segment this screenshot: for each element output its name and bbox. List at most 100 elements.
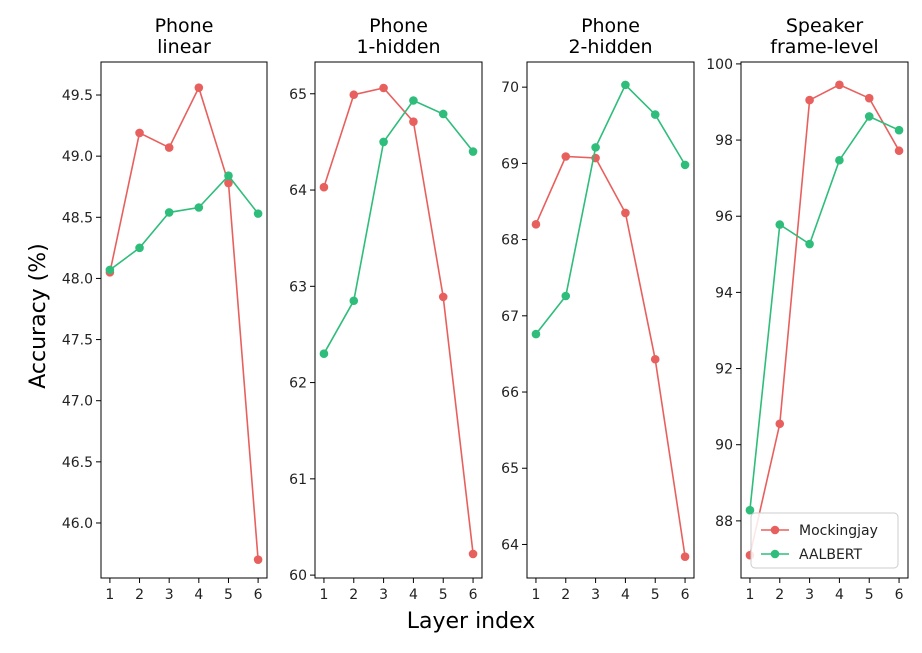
subplot-title: Phone	[369, 15, 428, 37]
y-tick-label: 94	[715, 285, 733, 301]
x-tick-label: 3	[805, 587, 814, 603]
subplot-title: 1-hidden	[356, 36, 440, 58]
data-point-aalbert	[105, 265, 115, 275]
x-tick-label: 2	[349, 587, 358, 603]
series-line-mockingjay	[749, 83, 900, 556]
data-point-mockingjay	[438, 292, 448, 302]
data-point-mockingjay	[468, 549, 478, 559]
data-point-mockingjay	[894, 146, 904, 156]
data-point-aalbert	[409, 96, 418, 105]
data-point-aalbert	[135, 243, 144, 253]
data-point-mockingjay	[224, 178, 233, 188]
y-tick-label: 67	[501, 309, 519, 325]
x-tick-label: 4	[409, 587, 418, 603]
x-tick-label: 2	[775, 587, 784, 603]
subplot-title: Speaker	[786, 15, 863, 37]
data-point-mockingjay	[650, 354, 660, 364]
y-tick-label: 92	[715, 362, 733, 378]
y-tick-label: 98	[715, 133, 733, 149]
y-tick-label: 47.5	[62, 333, 93, 349]
y-tick-label: 62	[289, 376, 307, 392]
subplots: Phonelinear46.046.547.047.548.048.549.04…	[62, 15, 909, 603]
data-point-aalbert	[864, 112, 874, 121]
x-tick-label: 6	[254, 587, 263, 603]
y-tick-label: 63	[289, 279, 307, 295]
y-tick-label: 46.5	[62, 455, 93, 471]
x-tick-label: 5	[651, 587, 660, 603]
series-line-mockingjay	[109, 85, 259, 560]
data-point-aalbert	[775, 220, 785, 229]
data-point-mockingjay	[319, 182, 329, 192]
plot-frame	[314, 61, 483, 579]
data-point-mockingjay	[805, 95, 814, 105]
data-point-aalbert	[224, 171, 233, 181]
x-tick-label: 1	[319, 587, 328, 603]
series-line-aalbert	[749, 115, 900, 511]
y-tick-label: 64	[501, 537, 519, 553]
data-point-aalbert	[194, 203, 204, 212]
subplot-title: linear	[157, 36, 211, 58]
data-point-aalbert	[164, 208, 174, 217]
subplot-title: 2-hidden	[568, 36, 652, 58]
plot-frame	[740, 61, 909, 579]
y-tick-label: 96	[715, 209, 733, 225]
x-tick-label: 3	[165, 587, 174, 603]
data-point-mockingjay	[164, 143, 174, 152]
data-point-aalbert	[621, 80, 630, 90]
data-point-aalbert	[468, 147, 478, 156]
y-tick-label: 46.0	[62, 516, 93, 532]
x-tick-label: 5	[224, 587, 233, 603]
data-point-aalbert	[650, 110, 660, 119]
y-tick-label: 90	[715, 438, 733, 454]
data-point-aalbert	[531, 329, 541, 339]
data-point-mockingjay	[379, 83, 388, 93]
x-axis-label: Layer index	[407, 609, 536, 634]
x-tick-label: 4	[194, 587, 203, 603]
data-point-aalbert	[835, 155, 844, 165]
y-tick-label: 49.5	[62, 88, 93, 104]
x-tick-label: 2	[561, 587, 570, 603]
plot-frame	[526, 61, 695, 579]
plot-frame	[100, 61, 268, 579]
data-point-aalbert	[349, 296, 359, 306]
series-line-aalbert	[109, 174, 259, 271]
data-point-mockingjay	[349, 90, 359, 100]
legend-label-mockingjay: Mockingjay	[799, 523, 878, 539]
legend-label-aalbert: AALBERT	[799, 547, 863, 563]
data-point-mockingjay	[835, 80, 844, 90]
data-point-mockingjay	[409, 117, 418, 126]
series-line-aalbert	[323, 99, 474, 355]
data-point-mockingjay	[864, 93, 874, 103]
y-tick-label: 88	[715, 514, 733, 530]
data-point-mockingjay	[531, 220, 541, 229]
x-tick-label: 5	[439, 587, 448, 603]
data-point-mockingjay	[775, 419, 785, 429]
data-point-aalbert	[745, 505, 755, 515]
x-tick-label: 4	[835, 587, 844, 603]
y-tick-label: 70	[501, 80, 519, 96]
y-tick-label: 47.0	[62, 394, 93, 410]
data-point-mockingjay	[561, 152, 571, 161]
x-tick-label: 1	[105, 587, 114, 603]
data-point-mockingjay	[194, 83, 204, 92]
data-point-aalbert	[438, 109, 448, 119]
y-tick-label: 100	[706, 57, 733, 73]
x-tick-label: 1	[745, 587, 754, 603]
x-tick-label: 5	[865, 587, 874, 603]
y-tick-label: 48.0	[62, 271, 93, 287]
x-tick-label: 3	[379, 587, 388, 603]
x-tick-label: 1	[531, 587, 540, 603]
subplot-title: Phone	[155, 15, 214, 37]
data-point-mockingjay	[135, 128, 144, 138]
series-line-aalbert	[535, 83, 686, 335]
y-tick-label: 60	[289, 568, 307, 584]
x-tick-label: 3	[591, 587, 600, 603]
y-tick-label: 61	[289, 472, 307, 488]
data-point-mockingjay	[680, 552, 690, 561]
data-point-aalbert	[591, 143, 600, 152]
y-tick-label: 49.0	[62, 149, 93, 165]
